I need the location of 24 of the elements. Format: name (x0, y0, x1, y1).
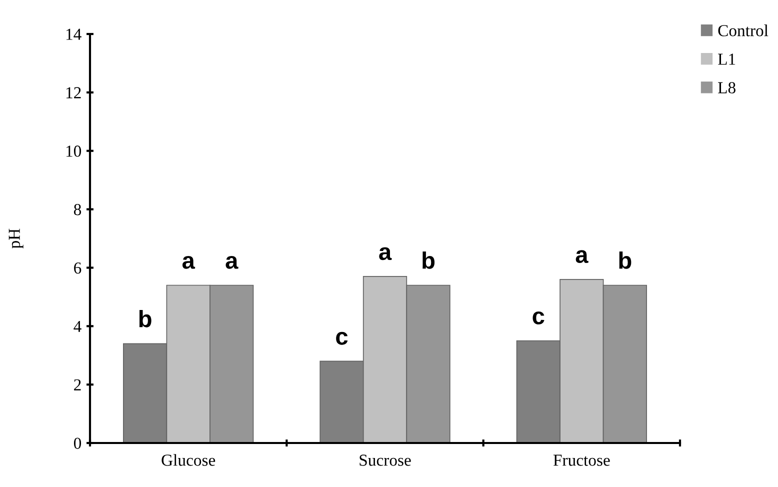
annotation: b (139, 310, 152, 328)
legend-label: Control (718, 24, 768, 36)
annotation: a (226, 256, 238, 269)
y-tick-label: 12 (66, 87, 81, 98)
y-tick-label: 0 (74, 438, 82, 449)
annotation: b (422, 252, 435, 269)
annotation: a (576, 250, 588, 264)
annotation: a (182, 256, 196, 269)
legend-label: L8 (718, 82, 736, 94)
x-tick-label: Sucrose (360, 454, 411, 466)
y-tick-label: 14 (66, 28, 82, 40)
y-tick-label: 6 (74, 262, 82, 274)
y-tick-label: 8 (74, 204, 82, 216)
annotation: c (532, 311, 544, 324)
y-tick-label: 2 (74, 379, 81, 390)
y-tick-label: 4 (74, 320, 82, 332)
annotation: a (379, 247, 392, 260)
y-tick-label: 10 (66, 146, 82, 157)
x-tick-label: Glucose (162, 454, 216, 466)
y-axis-title: pH (8, 228, 24, 248)
annotation: c (336, 332, 348, 345)
x-tick-label: Fructose (553, 454, 610, 466)
legend-label: L1 (718, 54, 736, 65)
annotation: b (619, 252, 632, 269)
